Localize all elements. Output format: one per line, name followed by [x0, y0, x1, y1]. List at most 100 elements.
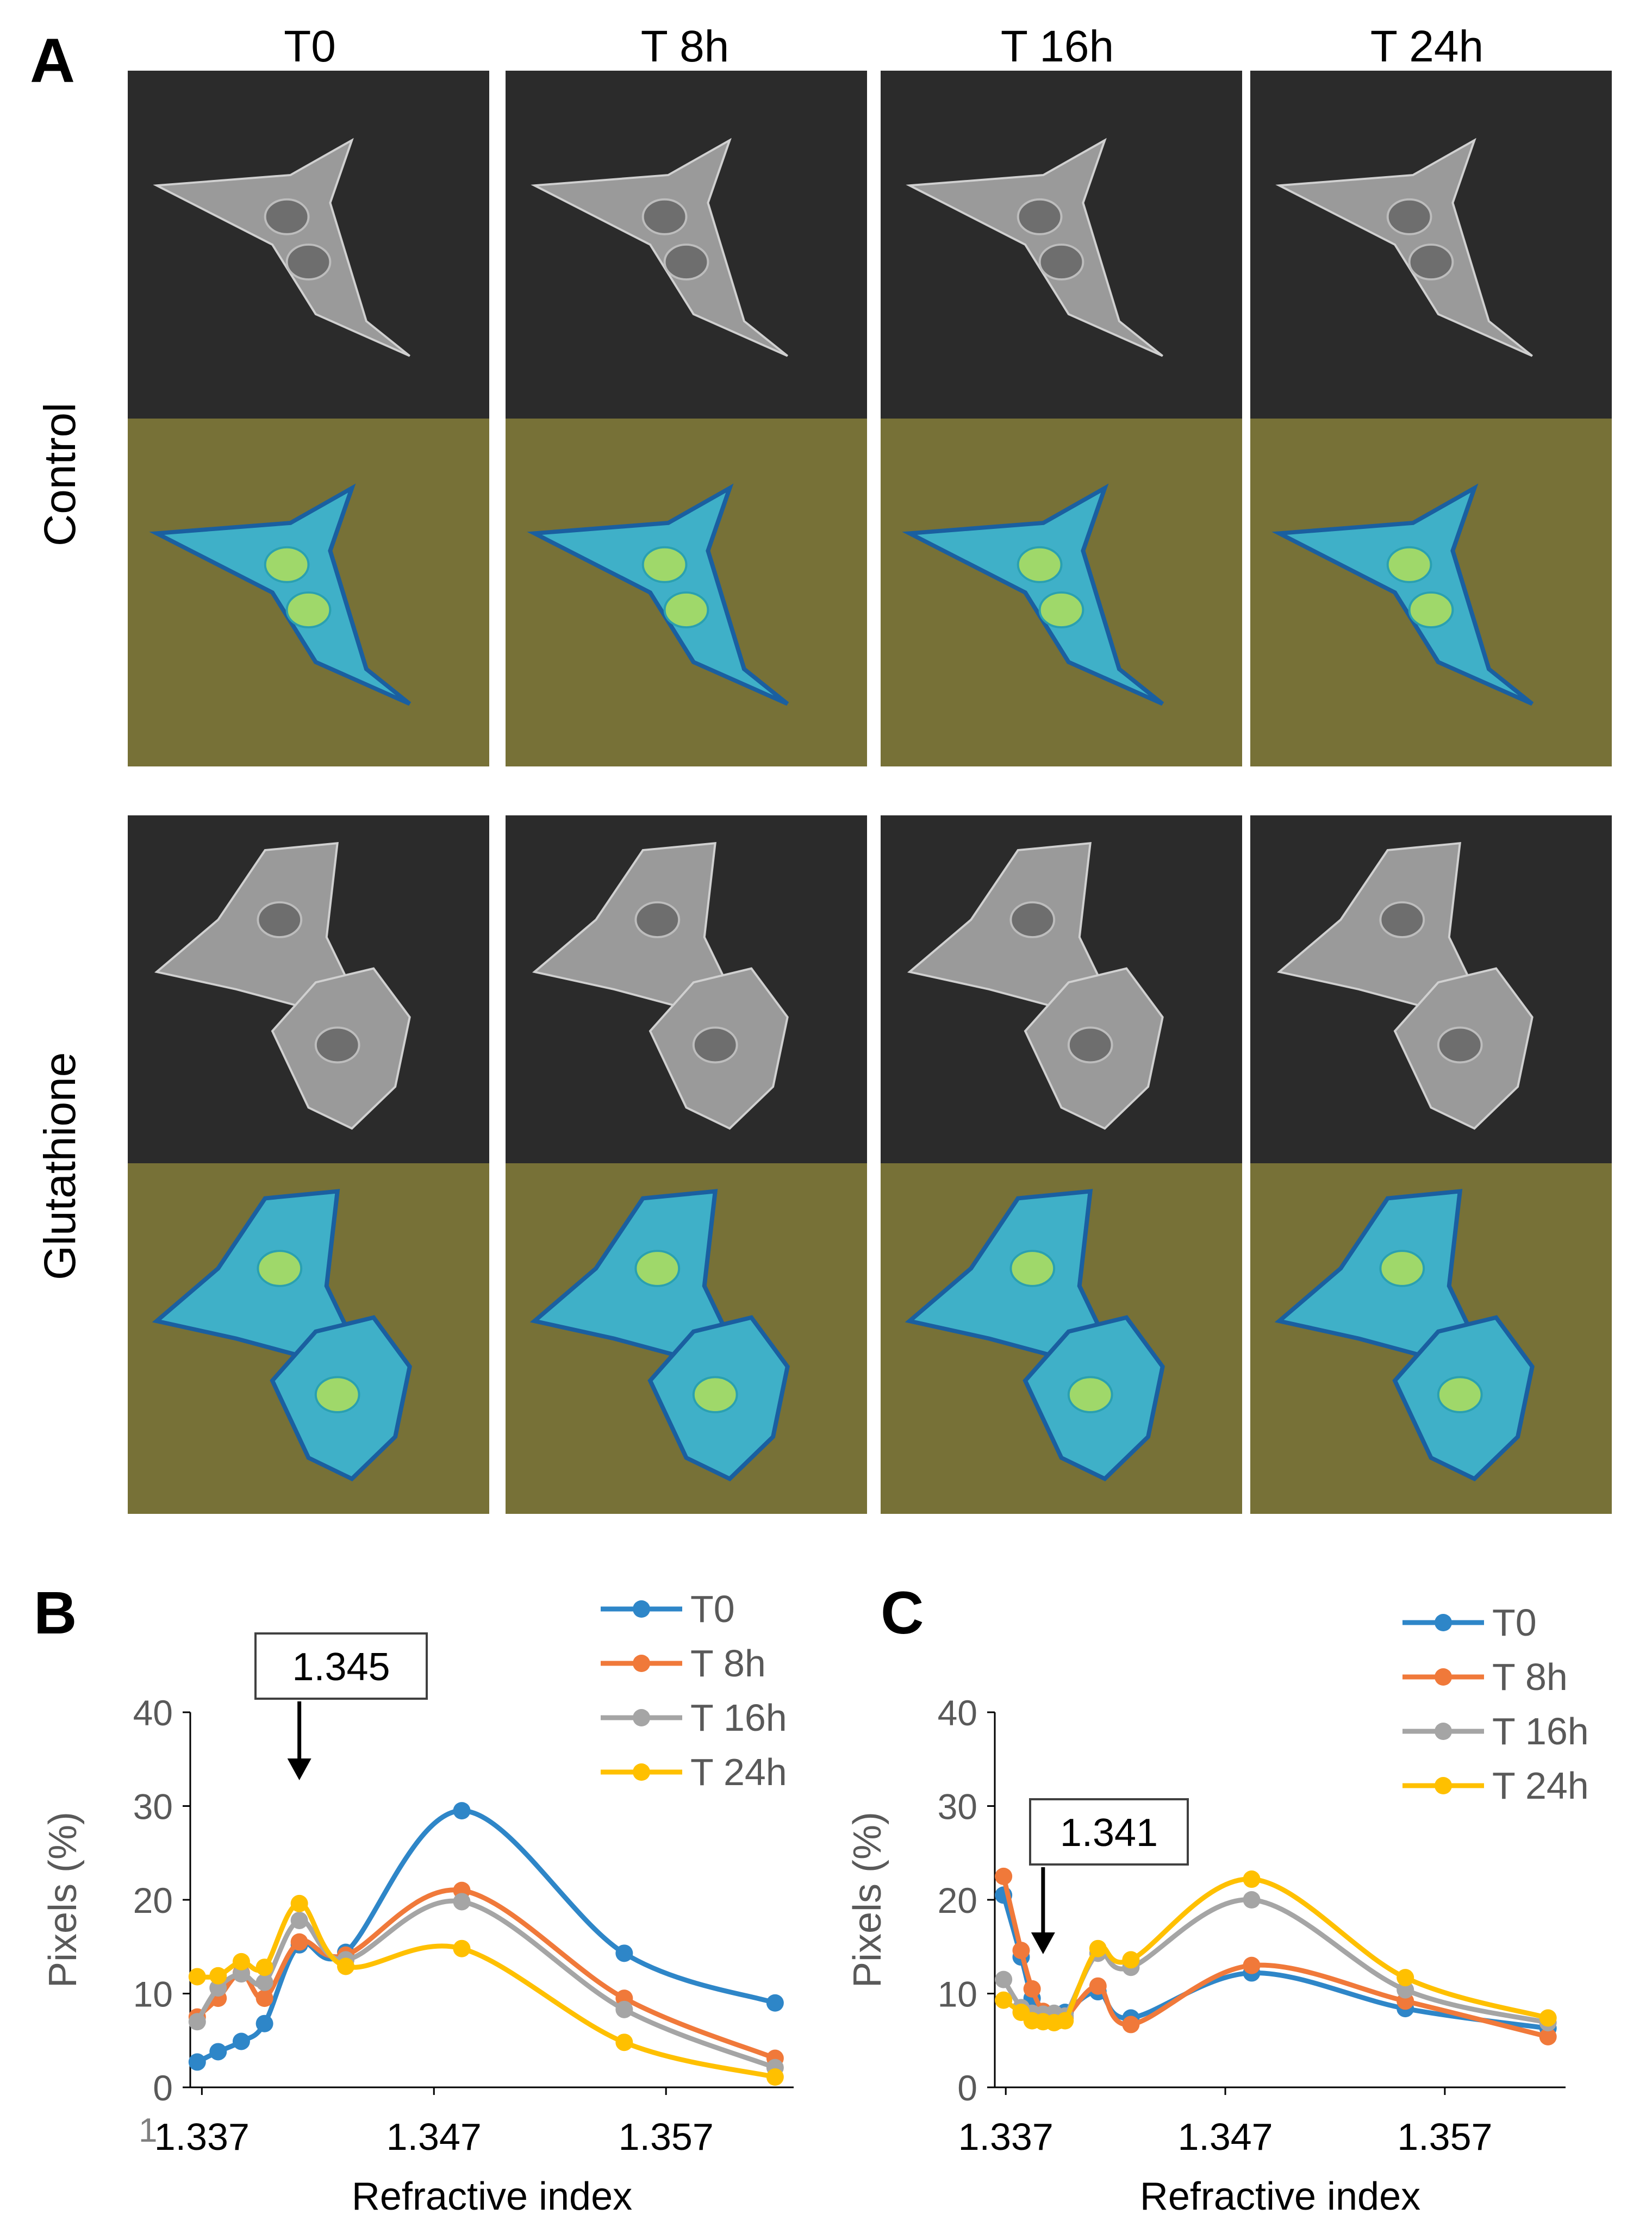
data-point	[995, 1970, 1013, 1988]
callout-box	[254, 1632, 428, 1700]
x-tick-label: 1.337	[958, 2116, 1053, 2158]
microscopy-image	[506, 815, 867, 1163]
data-point	[453, 1802, 471, 1820]
cell-shape	[907, 842, 1107, 1008]
data-point	[337, 1957, 355, 1975]
data-point	[1089, 1939, 1107, 1957]
column-label-t24h: T 24h	[1370, 22, 1484, 71]
legend-marker	[1435, 1668, 1452, 1686]
nucleus-shape	[1386, 546, 1432, 583]
cell-shape	[1271, 483, 1534, 706]
nucleus-shape	[663, 244, 709, 280]
microscopy-image	[1250, 815, 1612, 1163]
data-point	[188, 1968, 206, 1986]
cell-shape	[902, 483, 1164, 706]
nucleus-shape	[641, 198, 688, 235]
microscopy-image	[1250, 71, 1612, 419]
data-point	[232, 1965, 250, 1983]
cell-shape	[154, 842, 354, 1008]
microscopy-image	[506, 1163, 867, 1514]
data-point	[209, 1967, 227, 1985]
data-point	[1539, 2028, 1557, 2045]
x-tick-label: 1.337	[154, 2116, 250, 2158]
series-line	[197, 1901, 776, 2080]
nucleus-shape	[634, 901, 681, 938]
chart-c: C 0 10 20 30 40 1.337 1.347 1.357 Refractive inde…	[846, 1580, 1589, 2218]
legend-label: T 24h	[1492, 1764, 1589, 1807]
legend-label: T 16h	[1492, 1710, 1589, 1752]
data-point	[290, 1911, 308, 1929]
data-point	[290, 1933, 308, 1951]
microscopy-image	[128, 815, 489, 1163]
nucleus-shape	[285, 591, 332, 628]
cell-shape	[152, 1189, 355, 1358]
nucleus-shape	[1038, 591, 1084, 628]
nucleus-shape	[1009, 901, 1056, 938]
nucleus-shape	[663, 591, 709, 628]
data-point	[232, 2032, 250, 2050]
legend-marker	[1435, 1777, 1452, 1794]
nucleus-shape	[314, 1376, 360, 1413]
cell-shape	[905, 1189, 1108, 1358]
panel-letter: B	[34, 1580, 77, 1646]
data-point	[188, 2053, 206, 2071]
microscopy-image	[128, 419, 489, 766]
nucleus-shape	[1408, 244, 1454, 280]
nucleus-shape	[1437, 1376, 1483, 1413]
row-label-glutathione: Glutathione	[35, 1052, 85, 1280]
data-point	[453, 1939, 471, 1957]
y-axis-title: Pixels (%)	[846, 1812, 889, 1988]
data-point	[1089, 1977, 1107, 1995]
nucleus-shape	[1437, 1026, 1483, 1064]
cell-shape	[149, 483, 412, 706]
chart-b: B 0 10 20 30 40 1.337 1.347 1.357 1 Refractive ind…	[34, 1580, 794, 2218]
microscopy-image	[128, 1163, 489, 1514]
nucleus-shape	[1017, 546, 1063, 583]
microscopy-image	[1250, 1163, 1612, 1514]
data-point	[1243, 1956, 1261, 1974]
legend-label: T 8h	[690, 1642, 766, 1685]
legend-label: T 16h	[690, 1697, 787, 1739]
series-line	[1001, 1875, 1549, 2040]
nucleus-shape	[264, 546, 310, 583]
y-tick-label: 10	[133, 1974, 173, 2015]
cell-shape	[906, 138, 1163, 357]
cell-shape	[1276, 842, 1476, 1008]
legend-label: T0	[1492, 1601, 1537, 1644]
x-axis-title: Refractive index	[352, 2175, 632, 2218]
cell-shape	[1274, 1189, 1478, 1358]
data-point	[1397, 1981, 1414, 1999]
y-tick-label: 10	[938, 1974, 977, 2015]
nucleus-shape	[1067, 1026, 1113, 1064]
callout-label: 1.345	[292, 1645, 390, 1689]
panel-letter: C	[881, 1580, 924, 1646]
legend-marker	[1435, 1723, 1452, 1740]
y-tick-label: 30	[133, 1787, 173, 1827]
data-point	[615, 2000, 633, 2018]
cell-shape	[1275, 138, 1533, 357]
nucleus-shape	[1038, 244, 1084, 280]
x-tick-label: 1.347	[1177, 2116, 1273, 2158]
nucleus-shape	[1379, 1250, 1425, 1287]
data-point	[255, 1989, 273, 2007]
legend-label: T0	[690, 1588, 735, 1630]
data-point	[255, 2015, 273, 2032]
data-point	[766, 2068, 784, 2086]
legend-marker	[633, 1709, 650, 1726]
nucleus-shape	[264, 198, 310, 235]
nucleus-shape	[257, 901, 303, 938]
nucleus-shape	[1408, 591, 1454, 628]
y-tick-label: 0	[153, 2068, 173, 2108]
nucleus-shape	[641, 546, 688, 583]
microscopy-image	[506, 71, 867, 419]
data-point	[1243, 1891, 1261, 1909]
y-tick-label: 30	[938, 1787, 977, 1827]
data-point	[1056, 2012, 1074, 2030]
legend-marker	[633, 1763, 650, 1781]
data-point	[1012, 1942, 1030, 1960]
callout-box	[1029, 1798, 1189, 1866]
data-point	[453, 1893, 471, 1911]
data-point	[209, 2043, 227, 2061]
x-tick-label: 1.357	[1397, 2116, 1492, 2158]
cell-shape	[153, 138, 410, 357]
